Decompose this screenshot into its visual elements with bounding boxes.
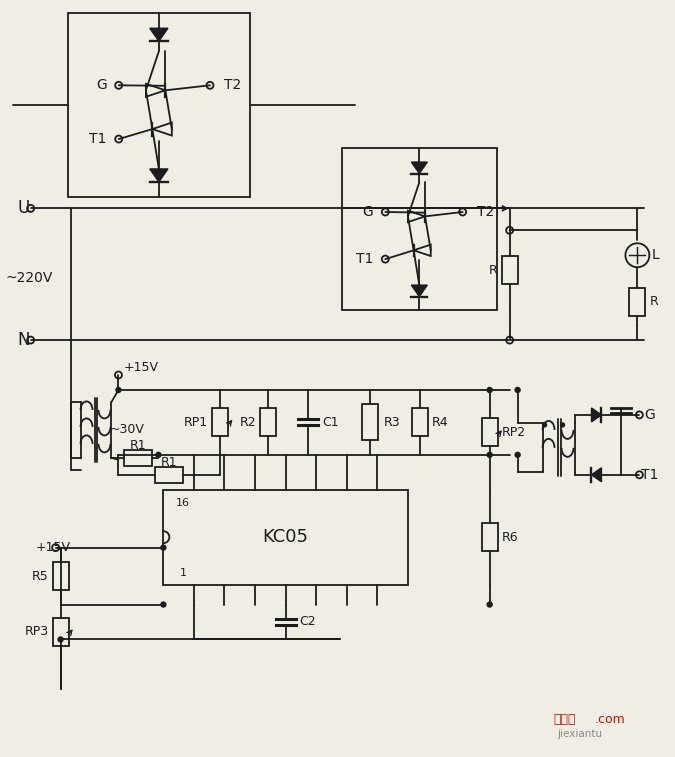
Bar xyxy=(629,288,645,316)
Circle shape xyxy=(116,388,121,392)
Bar xyxy=(412,409,428,436)
Text: 接线图: 接线图 xyxy=(554,713,576,726)
Circle shape xyxy=(487,602,492,607)
Polygon shape xyxy=(150,169,168,182)
Bar xyxy=(68,13,250,198)
Text: N: N xyxy=(18,331,30,349)
Polygon shape xyxy=(591,468,601,481)
Bar xyxy=(482,419,497,447)
Circle shape xyxy=(515,388,520,392)
Bar xyxy=(53,618,69,646)
Text: G: G xyxy=(362,205,373,219)
Bar xyxy=(124,450,153,466)
Text: 16: 16 xyxy=(176,498,190,508)
Bar xyxy=(53,562,69,590)
Circle shape xyxy=(560,423,564,427)
Circle shape xyxy=(487,388,492,392)
Polygon shape xyxy=(591,408,601,422)
Text: +15V: +15V xyxy=(36,541,71,554)
Bar xyxy=(212,409,228,436)
Polygon shape xyxy=(411,285,427,297)
Text: C1: C1 xyxy=(322,416,339,429)
Text: U: U xyxy=(18,199,30,217)
Text: RP2: RP2 xyxy=(502,426,526,439)
Circle shape xyxy=(156,453,161,457)
Text: R1: R1 xyxy=(130,439,146,453)
Text: ~30V: ~30V xyxy=(110,423,145,436)
Polygon shape xyxy=(411,162,427,173)
Circle shape xyxy=(487,453,492,457)
Circle shape xyxy=(161,545,166,550)
Bar xyxy=(482,523,497,551)
Text: R: R xyxy=(649,295,658,308)
Text: L: L xyxy=(651,248,659,262)
Text: RP1: RP1 xyxy=(184,416,209,429)
Text: G: G xyxy=(644,408,655,422)
Bar xyxy=(155,467,184,483)
Text: R: R xyxy=(489,263,497,277)
Text: .com: .com xyxy=(595,713,626,726)
Text: R3: R3 xyxy=(384,416,400,429)
Bar xyxy=(163,490,408,584)
Bar xyxy=(502,257,518,284)
Text: G: G xyxy=(96,78,107,92)
Text: +15V: +15V xyxy=(124,360,159,373)
Text: T1: T1 xyxy=(641,468,658,481)
Text: R2: R2 xyxy=(240,416,256,429)
Bar xyxy=(342,148,497,310)
Text: T1: T1 xyxy=(89,132,107,146)
Text: T1: T1 xyxy=(356,252,373,266)
Circle shape xyxy=(58,637,63,642)
Text: KC05: KC05 xyxy=(263,528,308,546)
Polygon shape xyxy=(150,28,168,41)
Text: T2: T2 xyxy=(477,205,494,219)
Text: 1: 1 xyxy=(180,568,187,578)
Text: C2: C2 xyxy=(300,615,316,628)
Circle shape xyxy=(161,602,166,607)
Text: R4: R4 xyxy=(432,416,448,429)
Circle shape xyxy=(543,423,547,427)
Text: T2: T2 xyxy=(224,78,241,92)
Text: ~220V: ~220V xyxy=(5,271,53,285)
Text: RP3: RP3 xyxy=(24,625,49,638)
Bar xyxy=(362,404,378,441)
Circle shape xyxy=(515,453,520,457)
Text: jiexiantu: jiexiantu xyxy=(557,729,602,740)
Text: R5: R5 xyxy=(32,569,49,583)
Bar xyxy=(260,409,276,436)
Text: R6: R6 xyxy=(502,531,518,544)
Text: R1: R1 xyxy=(161,456,178,469)
